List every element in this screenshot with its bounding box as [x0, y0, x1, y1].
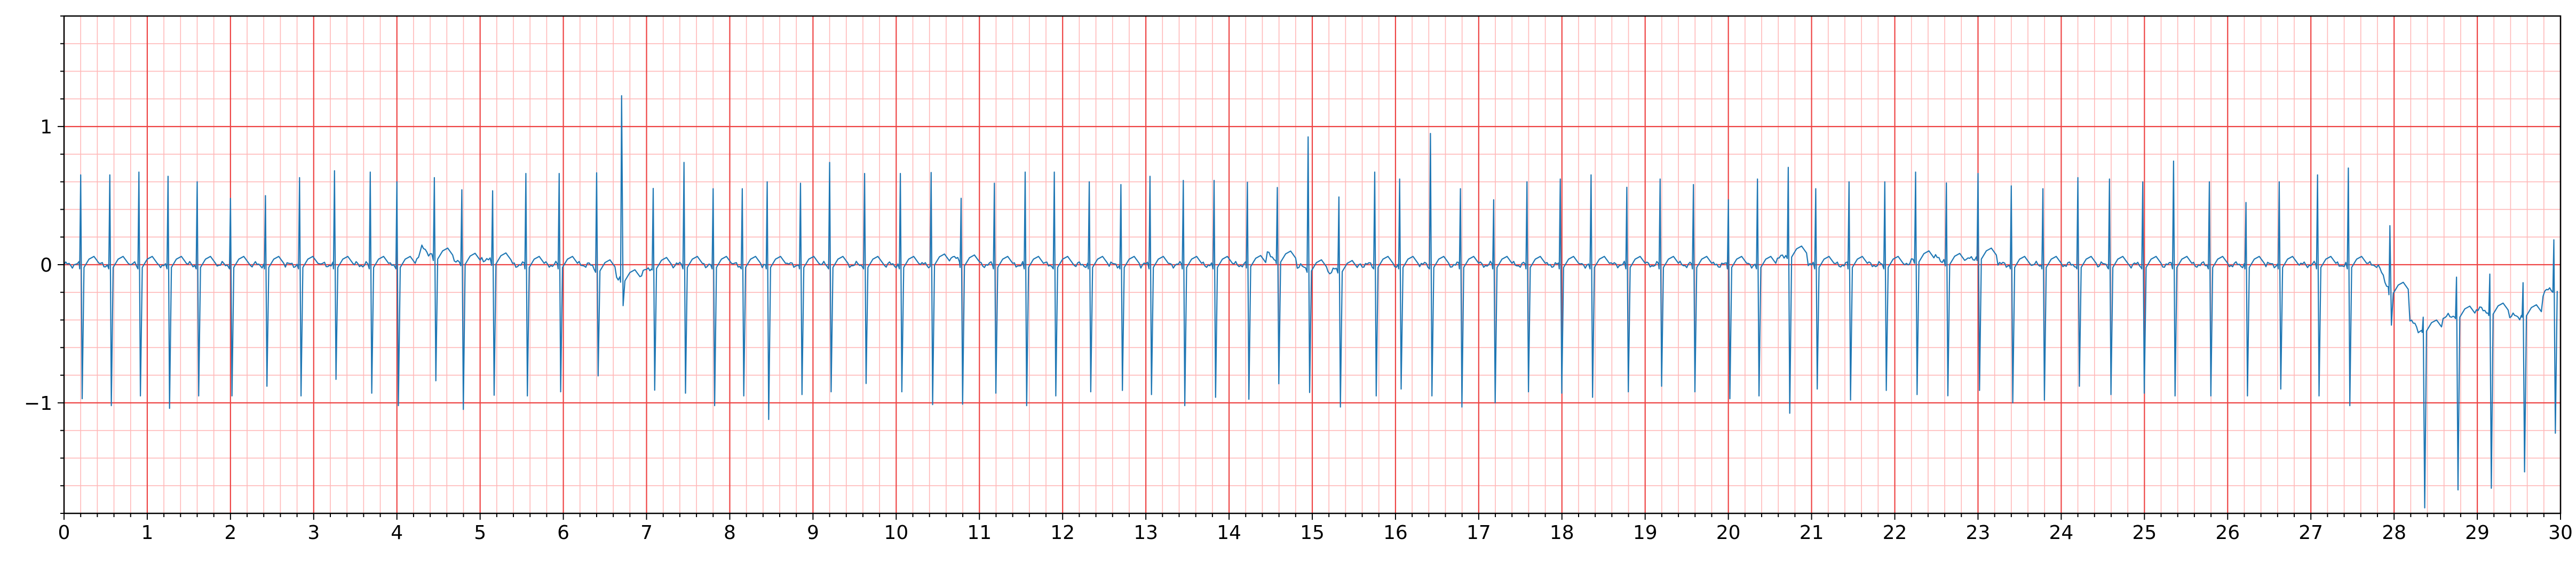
x-tick-label: 14: [1217, 522, 1241, 544]
x-tick-label: 24: [2049, 522, 2073, 544]
x-axis-tick-labels: 0 1 2 3 4 5 6 7 8 9 10 11 12 13 14 15 16 17 18 19 20 21 22 23 24…: [58, 522, 2573, 544]
x-tick-label: 28: [2382, 522, 2406, 544]
x-tick-label: 13: [1134, 522, 1158, 544]
x-tick-label: 21: [1800, 522, 1824, 544]
x-tick-label: 1: [141, 522, 153, 544]
x-tick-label: 12: [1050, 522, 1075, 544]
x-tick-label: 22: [1883, 522, 1907, 544]
y-tick-label: 1: [40, 116, 52, 138]
x-tick-label: 8: [724, 522, 736, 544]
x-tick-label: 29: [2465, 522, 2490, 544]
ecg-series-line: [64, 96, 2557, 508]
x-tick-label: 7: [640, 522, 653, 544]
x-tick-label: 2: [224, 522, 236, 544]
y-tick-label: 0: [40, 255, 52, 276]
x-tick-label: 11: [967, 522, 992, 544]
x-tick-label: 3: [307, 522, 320, 544]
major-grid: [64, 16, 2561, 513]
x-tick-label: 20: [1716, 522, 1741, 544]
x-tick-label: 27: [2298, 522, 2323, 544]
x-tick-label: 18: [1550, 522, 1574, 544]
x-tick-label: 9: [807, 522, 819, 544]
y-axis-tick-labels: 1 0 −1: [24, 116, 52, 415]
ecg-trace: [64, 96, 2557, 508]
x-tick-label: 15: [1300, 522, 1325, 544]
x-tick-label: 10: [884, 522, 908, 544]
x-tick-label: 0: [58, 522, 70, 544]
x-tick-label: 26: [2215, 522, 2240, 544]
x-tick-label: 30: [2548, 522, 2573, 544]
x-tick-label: 4: [391, 522, 403, 544]
x-tick-label: 5: [474, 522, 486, 544]
x-tick-label: 23: [1966, 522, 1991, 544]
x-tick-label: 16: [1383, 522, 1408, 544]
x-tick-label: 17: [1467, 522, 1491, 544]
x-tick-label: 19: [1633, 522, 1658, 544]
x-tick-label: 25: [2132, 522, 2157, 544]
y-tick-label: −1: [24, 393, 52, 415]
x-tick-label: 6: [557, 522, 569, 544]
